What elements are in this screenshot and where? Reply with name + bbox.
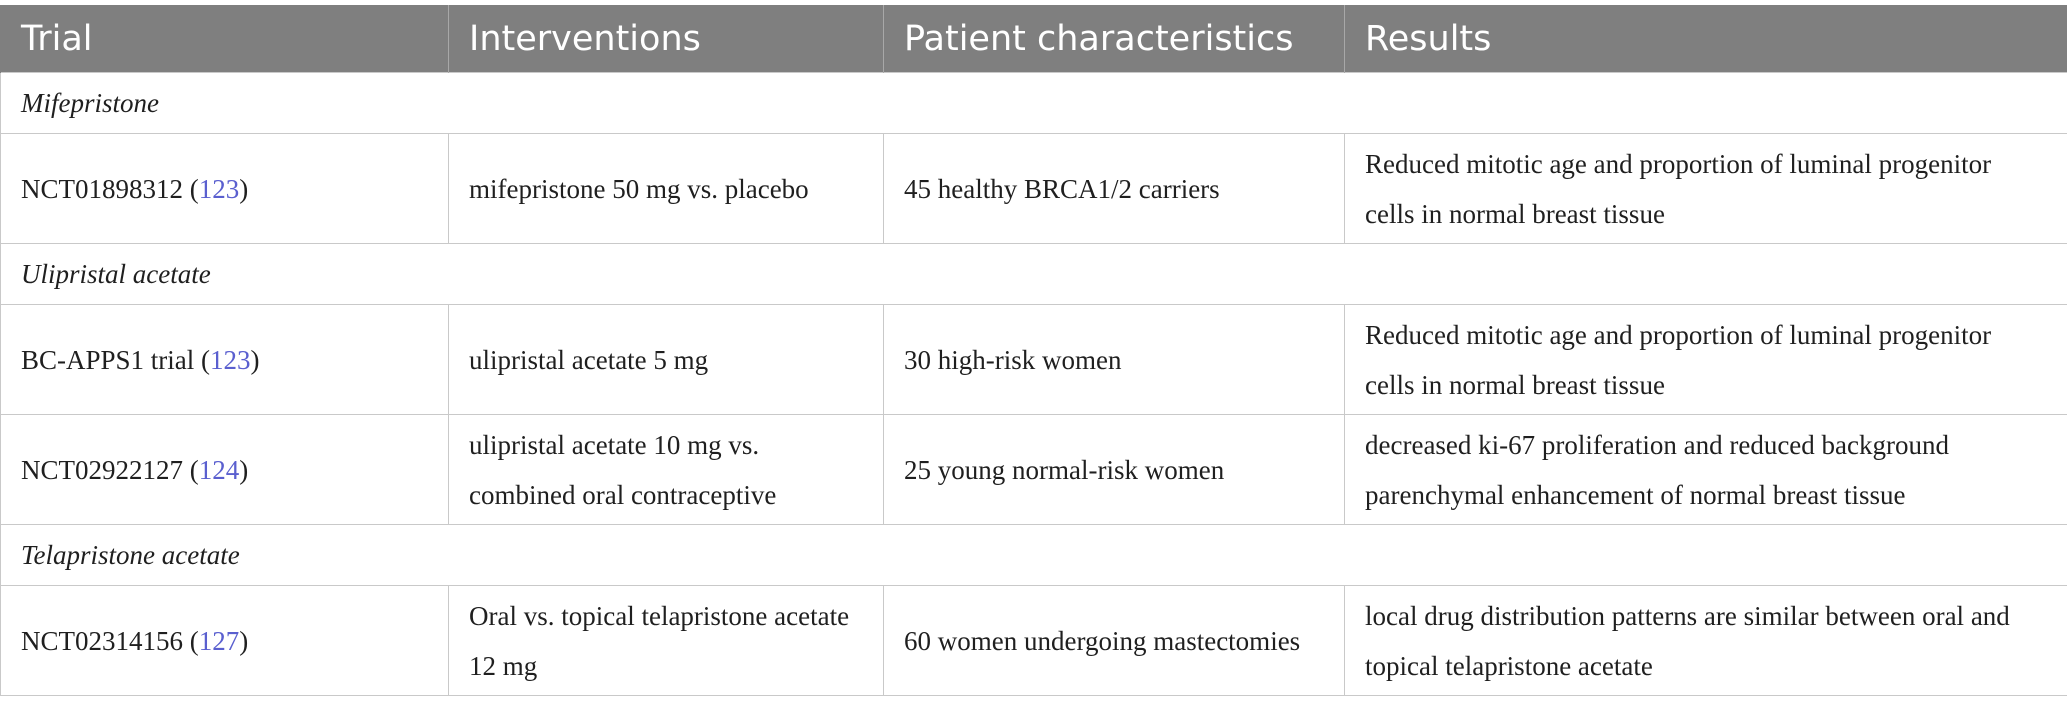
trial-id: BC-APPS1 trial — [21, 344, 195, 375]
header-results: Results — [1344, 5, 2067, 73]
group-label: Ulipristal acetate — [0, 243, 2067, 305]
table-row: NCT01898312 (123) mifepristone 50 mg vs.… — [0, 133, 2067, 244]
table-body: Mifepristone NCT01898312 (123) mifeprist… — [0, 72, 2067, 696]
trial-cell: NCT01898312 (123) — [0, 133, 449, 244]
reference-link[interactable]: 124 — [198, 454, 240, 485]
trial-cell: NCT02922127 (124) — [0, 414, 449, 525]
interventions-cell: ulipristal acetate 5 mg — [448, 304, 884, 415]
header-trial: Trial — [0, 5, 449, 73]
table-row: NCT02922127 (124) ulipristal acetate 10 … — [0, 414, 2067, 525]
trial-id: NCT02922127 — [21, 454, 183, 485]
trials-table-container: Trial Interventions Patient characterist… — [0, 5, 2067, 696]
interventions-cell: Oral vs. topical telapristone acetate 12… — [448, 585, 884, 696]
reference-link[interactable]: 123 — [198, 173, 240, 204]
table-header: Trial Interventions Patient characterist… — [0, 5, 2067, 73]
header-interventions: Interventions — [448, 5, 884, 73]
group-row-telapristone-acetate: Telapristone acetate — [0, 524, 2067, 586]
group-row-ulipristal-acetate: Ulipristal acetate — [0, 243, 2067, 305]
results-cell: local drug distribution patterns are sim… — [1344, 585, 2067, 696]
table-row: NCT02314156 (127) Oral vs. topical telap… — [0, 585, 2067, 696]
patients-cell: 30 high-risk women — [883, 304, 1345, 415]
group-label: Mifepristone — [0, 72, 2067, 134]
trials-table: Trial Interventions Patient characterist… — [0, 5, 2067, 696]
interventions-cell: ulipristal acetate 10 mg vs. combined or… — [448, 414, 884, 525]
header-patient-characteristics: Patient characteristics — [883, 5, 1345, 73]
table-row: BC-APPS1 trial (123) ulipristal acetate … — [0, 304, 2067, 415]
results-cell: decreased ki-67 proliferation and reduce… — [1344, 414, 2067, 525]
patients-cell: 25 young normal-risk women — [883, 414, 1345, 525]
reference-link[interactable]: 123 — [210, 344, 251, 375]
results-cell: Reduced mitotic age and proportion of lu… — [1344, 304, 2067, 415]
patients-cell: 60 women undergoing mastectomies — [883, 585, 1345, 696]
trial-id: NCT02314156 — [21, 625, 183, 656]
trial-id: NCT01898312 — [21, 173, 183, 204]
header-row: Trial Interventions Patient characterist… — [0, 5, 2067, 73]
patients-cell: 45 healthy BRCA1/2 carriers — [883, 133, 1345, 244]
group-row-mifepristone: Mifepristone — [0, 72, 2067, 134]
interventions-cell: mifepristone 50 mg vs. placebo — [448, 133, 884, 244]
trial-cell: NCT02314156 (127) — [0, 585, 449, 696]
results-cell: Reduced mitotic age and proportion of lu… — [1344, 133, 2067, 244]
group-label: Telapristone acetate — [0, 524, 2067, 586]
trial-cell: BC-APPS1 trial (123) — [0, 304, 449, 415]
reference-link[interactable]: 127 — [198, 625, 240, 656]
